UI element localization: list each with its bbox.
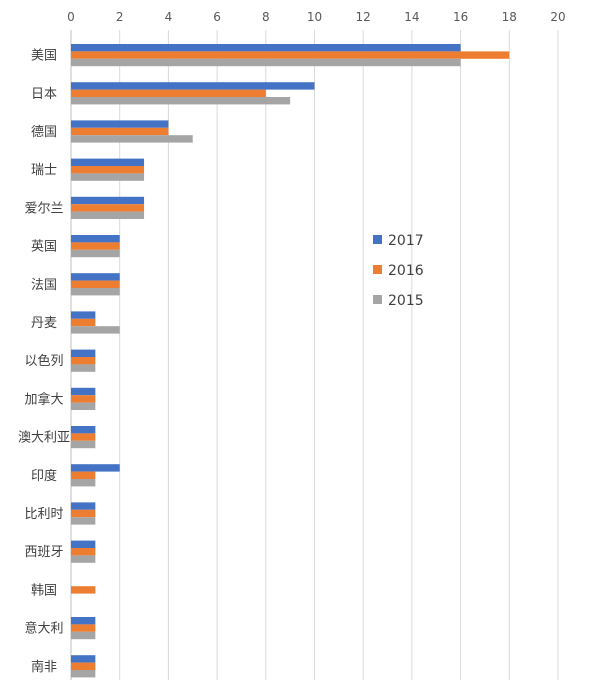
legend-swatch — [373, 265, 382, 274]
bar-2015 — [71, 670, 96, 678]
bar-2016 — [71, 166, 145, 174]
bar-2016 — [71, 280, 120, 288]
category-label: 爱尔兰 — [24, 201, 63, 216]
category-label: 印度 — [31, 468, 57, 484]
bar-2015 — [71, 631, 96, 640]
bar-2015 — [71, 211, 145, 219]
legend-label: 2016 — [388, 263, 424, 279]
bar-2016 — [71, 395, 96, 403]
bar-2016 — [71, 509, 96, 518]
category-label: 日本 — [31, 87, 57, 102]
x-tick-label: 12 — [356, 10, 371, 24]
bar-2017 — [71, 82, 315, 90]
legend-swatch — [373, 295, 382, 304]
x-tick-label: 20 — [550, 10, 565, 24]
category-label: 英国 — [31, 240, 57, 255]
bar-2017 — [71, 44, 461, 52]
x-tick-label: 8 — [262, 10, 270, 24]
bar-2017 — [71, 273, 120, 281]
bar-2015 — [71, 364, 96, 372]
category-label: 丹麦 — [31, 316, 57, 331]
bar-2015 — [71, 402, 96, 410]
bar-2015 — [71, 58, 461, 67]
bar-2017 — [71, 426, 96, 434]
bar-2017 — [71, 540, 96, 548]
bar-2017 — [71, 502, 96, 510]
bar-2017 — [71, 235, 120, 243]
x-tick-label: 2 — [116, 10, 124, 24]
bar-2017 — [71, 617, 96, 625]
bar-2016 — [71, 127, 169, 136]
bar-2017 — [71, 158, 145, 166]
x-tick-label: 6 — [213, 10, 221, 24]
bar-2015 — [71, 479, 96, 487]
legend-label: 2015 — [388, 293, 424, 309]
x-tick-label: 0 — [67, 10, 75, 24]
bar-2017 — [71, 464, 120, 472]
bar-2016 — [71, 318, 96, 327]
category-label: 比利时 — [24, 507, 63, 522]
bar-2017 — [71, 387, 96, 396]
bar-2016 — [71, 548, 96, 556]
bar-2015 — [71, 135, 193, 143]
category-label: 德国 — [31, 125, 57, 140]
legend-swatch — [373, 235, 382, 244]
bar-2015 — [71, 173, 145, 181]
bar-2016 — [71, 433, 96, 441]
bar-2015 — [71, 326, 120, 334]
category-label: 澳大利亚 — [18, 430, 70, 446]
category-label: 以色列 — [24, 353, 63, 369]
x-tick-label: 4 — [165, 10, 173, 24]
legend-label: 2017 — [388, 233, 424, 249]
bar-2016 — [71, 357, 96, 365]
bar-2017 — [71, 311, 96, 319]
bar-2016 — [71, 662, 96, 670]
category-label: 法国 — [31, 278, 57, 293]
bar-2016 — [71, 242, 120, 250]
bar-2016 — [71, 471, 96, 479]
x-tick-label: 10 — [307, 10, 322, 24]
bar-2015 — [71, 555, 96, 563]
bar-2015 — [71, 288, 120, 296]
category-label: 南非 — [31, 659, 57, 675]
bar-2016 — [71, 624, 96, 632]
category-label: 西班牙 — [24, 545, 63, 560]
bar-2017 — [71, 196, 145, 205]
category-label: 瑞士 — [31, 163, 57, 178]
bar-2017 — [71, 349, 96, 357]
bar-2015 — [71, 97, 291, 105]
category-label: 加拿大 — [24, 391, 63, 407]
bar-2017 — [71, 120, 169, 128]
category-label: 韩国 — [31, 583, 57, 598]
bar-2015 — [71, 440, 96, 449]
bar-2017 — [71, 655, 96, 663]
bar-2015 — [71, 517, 96, 525]
bar-2016 — [71, 586, 96, 594]
bar-2016 — [71, 51, 510, 59]
bar-2015 — [71, 249, 120, 258]
category-label: 美国 — [31, 49, 57, 64]
x-tick-label: 18 — [502, 10, 517, 24]
x-tick-label: 16 — [453, 10, 468, 24]
bar-2016 — [71, 89, 266, 97]
x-tick-label: 14 — [404, 10, 419, 24]
category-label: 意大利 — [24, 621, 63, 637]
bar-2016 — [71, 204, 145, 212]
